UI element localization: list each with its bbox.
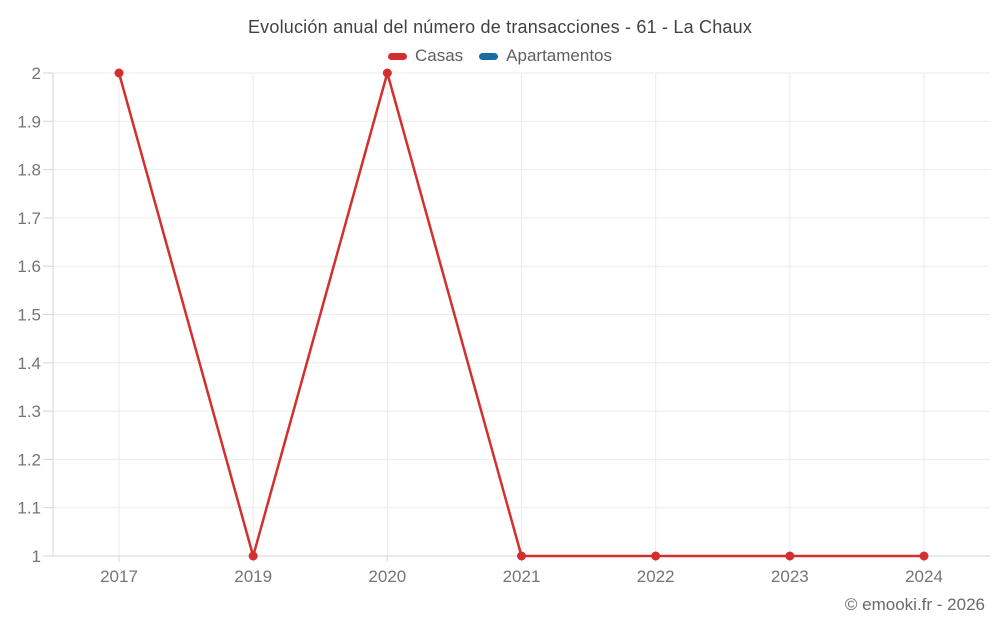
watermark: © emooki.fr - 2026 <box>844 595 985 614</box>
data-point-casas[interactable] <box>517 551 527 561</box>
legend-item-casas[interactable]: Casas <box>387 46 464 66</box>
legend-label-casas: Casas <box>414 46 464 65</box>
x-axis-label: 2020 <box>368 567 406 586</box>
y-axis-label: 1 <box>32 547 41 566</box>
data-point-casas[interactable] <box>919 551 929 561</box>
data-point-casas[interactable] <box>785 551 795 561</box>
y-axis-label: 1.6 <box>17 257 41 276</box>
data-point-casas[interactable] <box>651 551 661 561</box>
y-axis-label: 1.2 <box>17 450 41 469</box>
x-axis-label: 2024 <box>905 567 943 586</box>
x-axis-label: 2021 <box>503 567 541 586</box>
chart-title: Evolución anual del número de transaccio… <box>247 17 753 37</box>
data-point-casas[interactable] <box>382 68 392 78</box>
y-axis-label: 1.5 <box>17 306 41 325</box>
legend-label-apartamentos: Apartamentos <box>506 46 613 65</box>
y-axis-label: 1.3 <box>17 402 41 421</box>
legend: Casas Apartamentos <box>0 46 1000 66</box>
legend-swatch-apartamentos-icon <box>479 52 499 60</box>
legend-item-apartamentos[interactable]: Apartamentos <box>479 46 612 66</box>
y-axis-label: 1.7 <box>17 209 41 228</box>
data-point-casas[interactable] <box>114 68 124 78</box>
x-axis-label: 2022 <box>637 567 675 586</box>
y-axis-label: 1.9 <box>17 112 41 131</box>
x-axis-label: 2019 <box>234 567 272 586</box>
legend-swatch-casas-icon <box>387 52 407 60</box>
y-axis-label: 1.8 <box>17 161 41 180</box>
x-axis-label: 2023 <box>771 567 809 586</box>
x-axis-label: 2017 <box>100 567 138 586</box>
y-axis-label: 1.1 <box>17 499 41 518</box>
y-axis-label: 1.4 <box>17 354 41 373</box>
y-axis-label: 2 <box>32 64 41 83</box>
data-point-casas[interactable] <box>248 551 258 561</box>
